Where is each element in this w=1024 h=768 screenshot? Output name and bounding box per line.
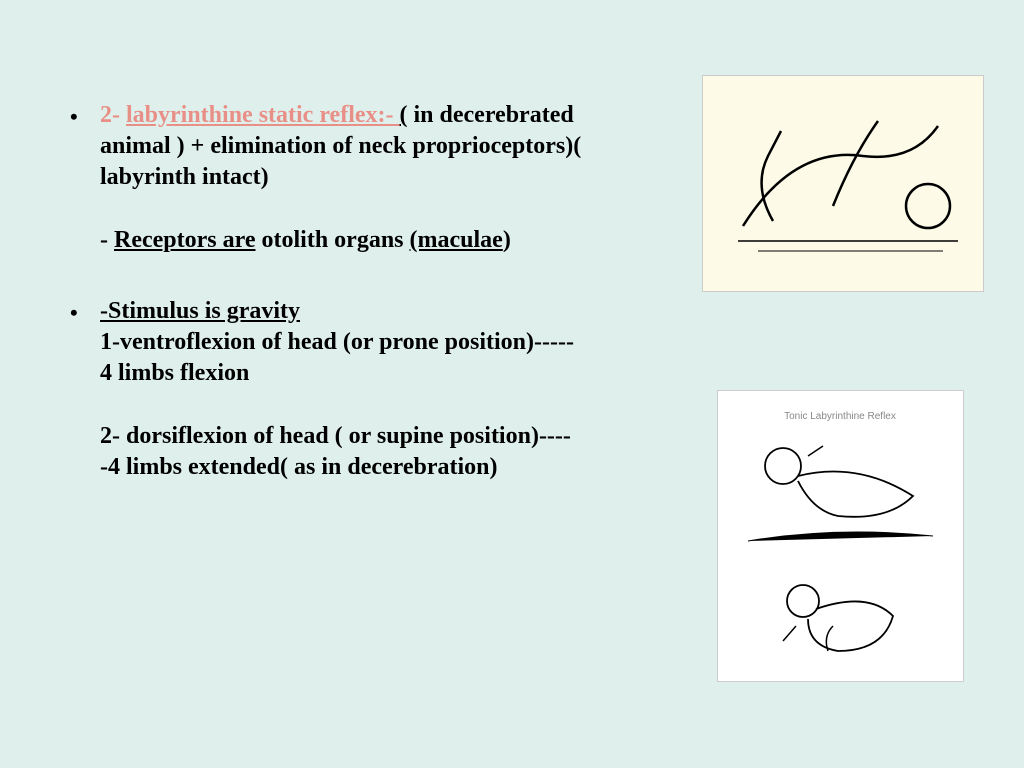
bullet-marker: • <box>70 103 78 132</box>
figure-mid-right: Tonic Labyrinthine Reflex <box>717 390 964 682</box>
figure-top-right <box>702 75 984 292</box>
bullet-1-title: labyrinthine static reflex:- <box>126 102 400 128</box>
bullet-1-openparen: ( <box>400 102 408 128</box>
svg-text:Tonic Labyrinthine Reflex: Tonic Labyrinthine Reflex <box>784 411 896 422</box>
bullet-1-prefix: 2- <box>100 102 126 128</box>
stimulus-heading: -Stimulus is gravity <box>100 298 300 324</box>
receptors-label: Receptors are <box>114 227 256 253</box>
bullet-1-subdash: - <box>100 227 114 253</box>
stimulus-line-1: 1-ventroflexion of head (or prone positi… <box>100 329 574 386</box>
slide-text-column: • 2- labyrinthine static reflex:- ( in d… <box>70 100 590 523</box>
infant-supine-illustration <box>713 86 973 281</box>
bullet-1: • 2- labyrinthine static reflex:- ( in d… <box>70 100 590 256</box>
tonic-labyrinthine-illustration: Tonic Labyrinthine Reflex <box>728 401 953 671</box>
maculae-label: (maculae <box>410 227 503 253</box>
receptors-close: ) <box>503 227 511 253</box>
stimulus-line-2: 2- dorsiflexion of head ( or supine posi… <box>100 423 571 480</box>
bullet-2: • -Stimulus is gravity 1-ventroflexion o… <box>70 296 590 483</box>
bullet-marker: • <box>70 299 78 328</box>
receptors-mid: otolith organs <box>256 227 410 253</box>
